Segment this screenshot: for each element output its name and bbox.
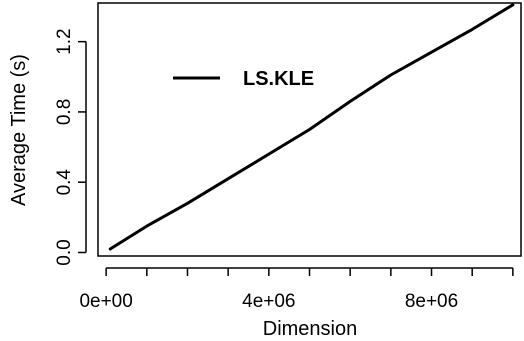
legend-label-ls-kle: LS.KLE xyxy=(243,68,314,90)
y-axis-title: Average Time (s) xyxy=(8,54,30,206)
plot-frame xyxy=(97,2,522,257)
series-line-ls-kle xyxy=(108,3,515,251)
x-tick-label: 8e+06 xyxy=(405,291,458,312)
y-tick-label: 1.2 xyxy=(54,28,75,54)
x-axis: 0e+00 4e+06 8e+06 xyxy=(79,267,514,312)
series-layer xyxy=(108,3,515,251)
y-tick-label: 0.0 xyxy=(54,239,75,265)
legend: LS.KLE xyxy=(173,68,314,90)
x-tick-label: 0e+00 xyxy=(79,291,132,312)
x-axis-title: Dimension xyxy=(263,318,357,340)
x-tick-label: 4e+06 xyxy=(242,291,295,312)
y-axis: 0.0 0.4 0.8 1.2 xyxy=(54,28,87,266)
y-tick-label: 0.4 xyxy=(54,169,75,196)
y-tick-label: 0.8 xyxy=(54,99,75,125)
